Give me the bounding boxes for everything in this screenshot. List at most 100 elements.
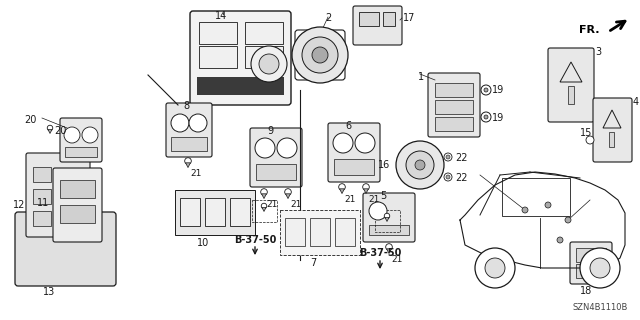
Circle shape: [251, 46, 287, 82]
Circle shape: [522, 207, 528, 213]
FancyBboxPatch shape: [15, 212, 116, 286]
Bar: [205, 198, 225, 226]
Circle shape: [171, 114, 189, 132]
Circle shape: [355, 133, 375, 153]
Circle shape: [189, 114, 207, 132]
Text: 22: 22: [455, 153, 467, 163]
Text: 21: 21: [290, 200, 301, 209]
FancyBboxPatch shape: [250, 128, 302, 187]
Circle shape: [285, 189, 291, 195]
Text: 13: 13: [43, 287, 55, 297]
Circle shape: [557, 237, 563, 243]
Circle shape: [396, 141, 444, 189]
Circle shape: [446, 175, 450, 179]
Text: 20: 20: [54, 126, 67, 136]
FancyBboxPatch shape: [60, 118, 102, 162]
Text: 21: 21: [368, 195, 380, 204]
Circle shape: [82, 127, 98, 143]
Circle shape: [580, 248, 620, 288]
Circle shape: [47, 125, 52, 131]
Text: 17: 17: [403, 13, 415, 23]
FancyBboxPatch shape: [190, 11, 291, 105]
Text: 19: 19: [492, 113, 504, 123]
Text: 15: 15: [580, 128, 593, 138]
Bar: [245, 46, 283, 68]
Bar: [60, 205, 95, 223]
Polygon shape: [387, 249, 392, 254]
Circle shape: [444, 153, 452, 161]
Text: 11: 11: [37, 198, 49, 208]
Circle shape: [261, 203, 267, 209]
Text: 9: 9: [267, 126, 273, 136]
Text: B-37-50: B-37-50: [359, 248, 401, 258]
Bar: [252, 200, 277, 222]
Bar: [335, 218, 355, 246]
Bar: [359, 12, 379, 26]
Text: 10: 10: [197, 238, 209, 248]
Text: 21: 21: [344, 195, 355, 204]
Bar: [369, 225, 409, 235]
Bar: [65, 147, 97, 157]
Bar: [334, 159, 374, 175]
Polygon shape: [385, 218, 389, 221]
Bar: [230, 198, 250, 226]
Circle shape: [386, 244, 392, 250]
Circle shape: [545, 202, 551, 208]
Circle shape: [406, 151, 434, 179]
Circle shape: [485, 258, 505, 278]
Bar: [576, 248, 606, 262]
Circle shape: [565, 217, 571, 223]
Bar: [609, 132, 614, 147]
Circle shape: [590, 258, 610, 278]
Circle shape: [259, 54, 279, 74]
Bar: [245, 22, 283, 44]
Bar: [280, 210, 360, 255]
Bar: [171, 137, 207, 151]
Bar: [576, 264, 606, 278]
Bar: [285, 218, 305, 246]
Bar: [256, 164, 296, 180]
Text: 16: 16: [378, 160, 390, 170]
Bar: [375, 210, 400, 232]
Bar: [199, 22, 237, 44]
FancyBboxPatch shape: [328, 123, 380, 182]
Circle shape: [484, 115, 488, 119]
Bar: [33, 189, 51, 204]
FancyBboxPatch shape: [363, 193, 415, 242]
Text: 4: 4: [633, 97, 639, 107]
Circle shape: [363, 184, 369, 190]
Bar: [33, 211, 51, 226]
FancyBboxPatch shape: [548, 48, 594, 122]
Text: 5: 5: [380, 191, 387, 201]
FancyBboxPatch shape: [353, 6, 402, 45]
Circle shape: [255, 138, 275, 158]
Polygon shape: [262, 207, 266, 212]
Bar: [435, 83, 473, 97]
Text: 22: 22: [455, 173, 467, 183]
Polygon shape: [262, 194, 266, 199]
FancyBboxPatch shape: [53, 168, 102, 242]
Circle shape: [260, 189, 268, 195]
Circle shape: [339, 184, 346, 190]
Bar: [502, 178, 570, 216]
Circle shape: [444, 173, 452, 181]
Text: 18: 18: [580, 286, 592, 296]
Text: 6: 6: [345, 121, 351, 131]
Circle shape: [302, 37, 338, 73]
Circle shape: [384, 213, 390, 219]
Text: 21: 21: [190, 169, 202, 178]
Text: FR.: FR.: [579, 25, 600, 35]
Circle shape: [369, 202, 387, 220]
Text: 14: 14: [215, 11, 227, 21]
Text: 2: 2: [325, 13, 332, 23]
Circle shape: [415, 160, 425, 170]
Bar: [197, 77, 284, 95]
Bar: [435, 100, 473, 114]
Text: 3: 3: [595, 47, 601, 57]
FancyBboxPatch shape: [593, 98, 632, 162]
Bar: [60, 180, 95, 198]
Circle shape: [446, 155, 450, 159]
Bar: [310, 218, 330, 246]
Circle shape: [481, 85, 491, 95]
Circle shape: [312, 47, 328, 63]
